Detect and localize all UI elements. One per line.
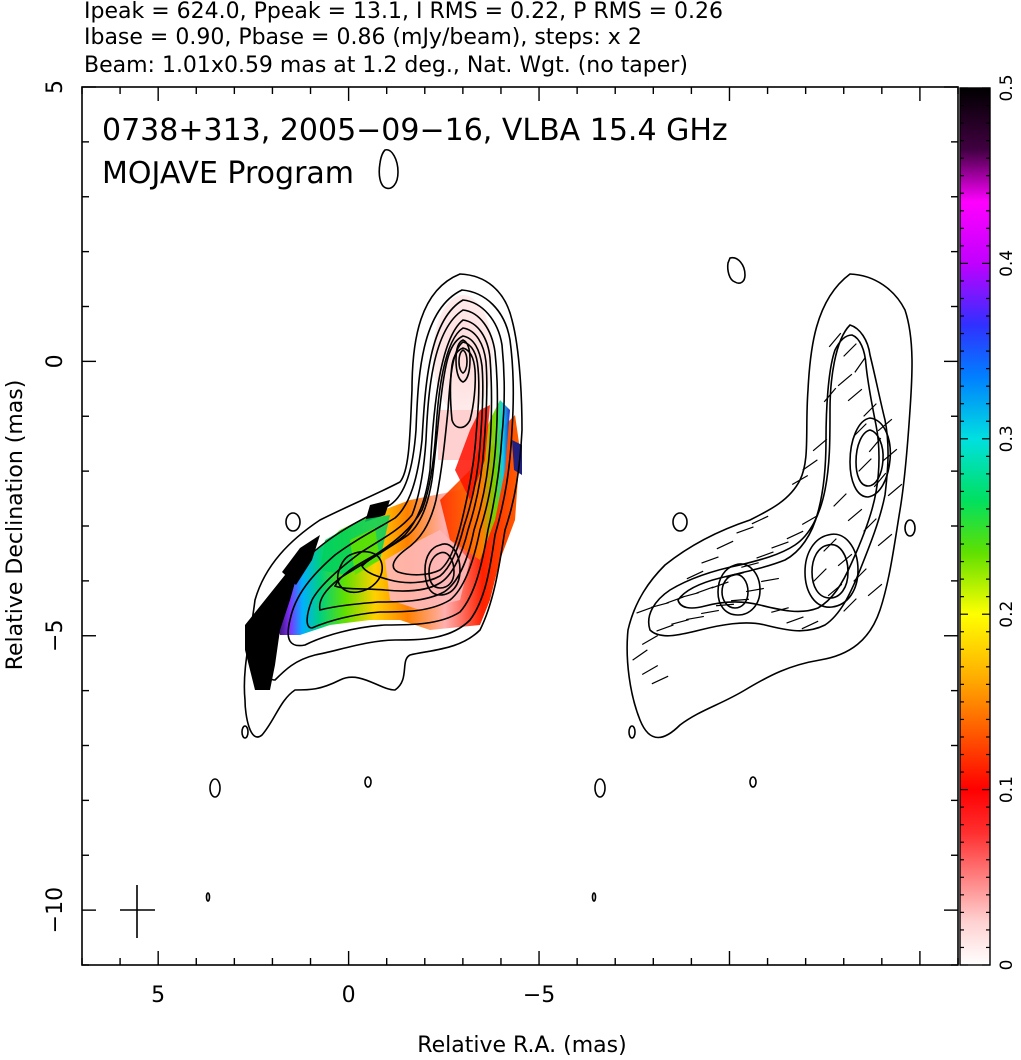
evpa-vector — [812, 438, 828, 452]
evpa-vector — [771, 541, 789, 549]
evpa-vector — [686, 615, 704, 621]
evpa-vector — [827, 583, 843, 597]
evpa-vector — [711, 581, 729, 589]
evpa-vector — [873, 472, 887, 488]
evpa-vector — [801, 514, 819, 526]
evpa-vector — [802, 459, 818, 471]
y-tick-label: 5 — [43, 80, 68, 94]
evpa-vector — [715, 603, 735, 607]
evpa-vector — [791, 474, 809, 486]
beam-marker — [120, 885, 155, 938]
header-line-3: Beam: 1.01x0.59 mas at 1.2 deg., Nat. Wg… — [84, 53, 688, 78]
evpa-vector — [867, 583, 883, 597]
y-tick-label: 0 — [43, 354, 68, 368]
evpa-vector — [837, 373, 853, 387]
header-line-1: Ipeak = 624.0, Ppeak = 13.1, I RMS = 0.2… — [84, 0, 723, 24]
evpa-vector — [801, 620, 819, 630]
evpa-vector — [701, 556, 719, 564]
polarization-color-image — [245, 295, 522, 690]
evpa-vector — [877, 418, 893, 432]
evpa-vector — [761, 577, 779, 583]
evpa-vector — [736, 526, 754, 534]
evpa-vector — [771, 607, 789, 613]
evpa-vector — [877, 533, 893, 547]
plot-frame — [81, 86, 959, 966]
evpa-vector — [701, 609, 719, 615]
evpa-vector — [853, 423, 867, 437]
evpa-vector — [853, 568, 867, 582]
evpa-vector — [833, 493, 847, 507]
y-axis-label: Relative Declination (mas) — [3, 380, 28, 671]
colorbar-tick-labels: 0 0.1 0.2 0.3 0.4 0.5 — [997, 74, 1017, 970]
evpa-vector — [823, 538, 837, 552]
evpa-vector — [837, 553, 853, 567]
polarization-vectors — [632, 332, 903, 685]
evpa-vector — [681, 592, 699, 598]
evpa-vector — [666, 596, 684, 604]
axis-ticks — [81, 86, 959, 966]
evpa-vector — [632, 649, 648, 661]
evpa-vector — [786, 530, 804, 540]
colorbar-tick-label: 0.1 — [997, 776, 1017, 803]
colorbar-ticks — [960, 87, 990, 966]
evpa-vector — [813, 568, 827, 582]
evpa-vector — [756, 551, 774, 559]
program-annotation: MOJAVE Program — [102, 156, 354, 191]
y-tick-label: −10 — [43, 887, 68, 933]
evpa-vector — [847, 508, 863, 522]
evpa-vector — [651, 602, 669, 608]
evpa-vector — [686, 570, 704, 580]
colorbar-tick-label: 0.5 — [997, 74, 1017, 101]
evpa-vector — [863, 403, 877, 417]
colorbar-tick-label: 0.4 — [997, 250, 1017, 277]
stokes-i-contours-left — [205, 149, 523, 902]
evpa-vector — [716, 540, 734, 550]
y-tick-labels: 5 0 −5 −10 — [43, 80, 68, 933]
colorbar-tick-label: 0.2 — [997, 601, 1017, 628]
colorbar — [960, 88, 990, 965]
evpa-vector — [746, 587, 764, 593]
x-tick-label: −5 — [523, 983, 555, 1008]
evpa-vector — [651, 675, 669, 685]
evpa-vector — [854, 357, 866, 373]
x-tick-label: 5 — [151, 983, 165, 1008]
x-tick-labels: 5 0 −5 — [151, 983, 555, 1008]
evpa-vector — [641, 634, 659, 646]
evpa-vector — [887, 483, 903, 497]
evpa-vector — [847, 388, 863, 402]
source-annotation: 0738+313, 2005−09−16, VLBA 15.4 GHz — [102, 113, 728, 148]
evpa-vector — [671, 619, 689, 625]
evpa-vector — [641, 664, 659, 676]
evpa-vector — [843, 598, 857, 612]
evpa-vector — [751, 515, 769, 525]
evpa-vector — [858, 458, 872, 472]
colorbar-tick-label: 0.3 — [997, 425, 1017, 452]
evpa-vector — [882, 448, 898, 462]
x-tick-label: 0 — [342, 983, 356, 1008]
evpa-vector — [863, 518, 877, 532]
evpa-vector — [828, 332, 842, 348]
y-tick-label: −5 — [43, 620, 68, 652]
evpa-vector — [726, 572, 744, 578]
evpa-vector — [636, 606, 654, 614]
evpa-vector — [656, 624, 674, 632]
evpa-vector — [868, 437, 882, 453]
evpa-vector — [730, 598, 750, 602]
evpa-vector — [823, 387, 837, 403]
header-line-2: Ibase = 0.90, Pbase = 0.86 (mJy/beam), s… — [84, 25, 642, 50]
evpa-vector — [843, 343, 857, 357]
evpa-vector — [786, 616, 804, 624]
colorbar-tick-label: 0 — [997, 960, 1017, 971]
evpa-vector — [696, 586, 714, 594]
stokes-i-contours-right — [591, 256, 916, 902]
x-axis-label: Relative R.A. (mas) — [417, 1033, 626, 1058]
evpa-vector — [741, 562, 759, 568]
